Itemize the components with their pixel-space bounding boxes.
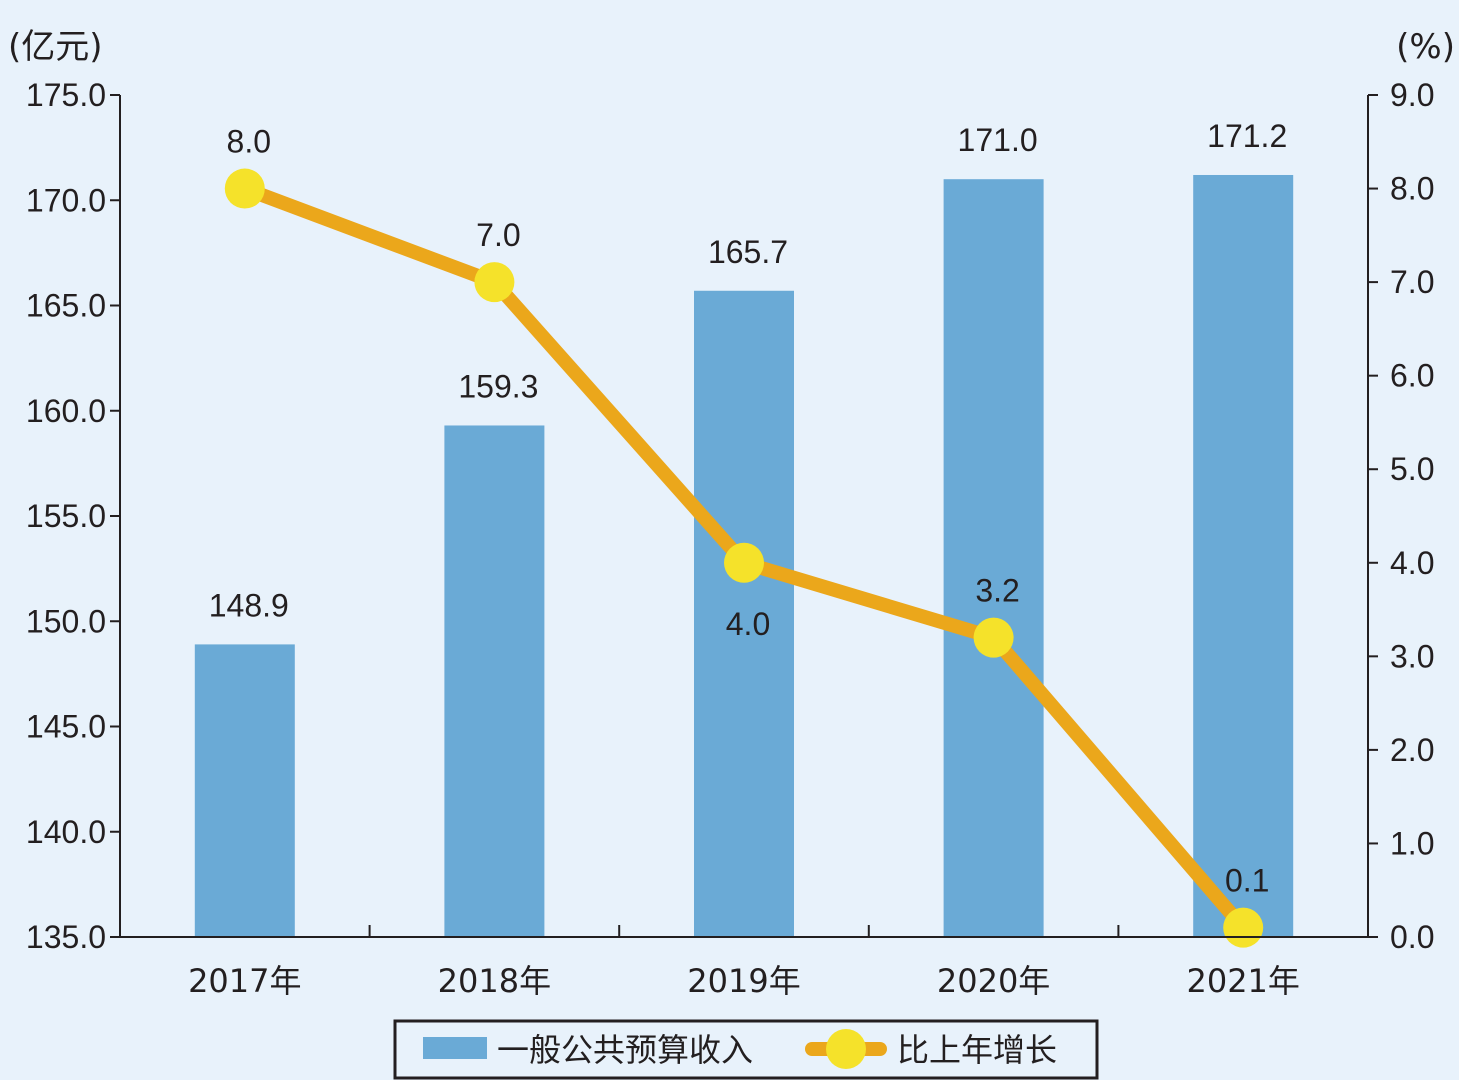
bar-value-label-3: 171.0 (958, 122, 1038, 158)
y-left-tick-label-1: 140.0 (26, 814, 106, 850)
y-right-unit-label: (%) (1396, 27, 1455, 67)
y-right-tick-label-0: 0.0 (1390, 919, 1434, 955)
growth-point-4 (1223, 907, 1264, 948)
y-left-tick-label-5: 160.0 (26, 393, 106, 429)
growth-value-label-1: 7.0 (476, 217, 520, 253)
x-tick-label-1: 2018年 (438, 962, 551, 1000)
y-right-tick-label-2: 2.0 (1390, 732, 1434, 768)
growth-value-label-4: 0.1 (1225, 863, 1269, 899)
bar-value-label-1: 159.3 (458, 368, 538, 404)
legend-swatch-bar (423, 1037, 487, 1059)
x-tick-label-0: 2017年 (188, 962, 301, 1000)
bar-value-label-0: 148.9 (209, 587, 289, 623)
growth-point-0 (224, 168, 265, 209)
growth-point-2 (724, 542, 764, 583)
bar-4 (1193, 174, 1294, 938)
labels-layer: 148.9 159.3 165.7 171.0 171.2 8.0 7.0 4.0 3.2 0.1 (209, 118, 1287, 899)
x-tick-label-3: 2020年 (937, 962, 1050, 1000)
legend-label-line: 比上年增长 (897, 1031, 1057, 1069)
bars-layer (194, 174, 1294, 938)
legend-swatch-marker (826, 1029, 866, 1069)
y-left-unit-label: (亿元) (8, 27, 103, 67)
y-right-tick-label-7: 7.0 (1390, 264, 1434, 300)
bar-2 (694, 290, 794, 937)
axes-layer: 135.0 140.0 145.0 150.0 155.0 160.0 165.0 170.0… (8, 27, 1455, 1000)
growth-value-label-0: 8.0 (227, 124, 271, 160)
growth-point-3 (973, 617, 1014, 658)
bar-1 (444, 425, 545, 937)
y-right-tick-label-3: 3.0 (1390, 638, 1434, 674)
growth-value-label-2: 4.0 (726, 606, 770, 642)
x-tick-label-4: 2021年 (1186, 962, 1299, 1000)
y-right-tick-label-5: 5.0 (1390, 451, 1434, 487)
line-layer (224, 168, 1264, 948)
y-right-tick-label-1: 1.0 (1390, 825, 1434, 861)
y-left-tick-label-2: 145.0 (26, 709, 106, 745)
bar-value-label-4: 171.2 (1207, 118, 1287, 154)
growth-value-label-3: 3.2 (975, 573, 1019, 609)
y-right-tick-label-4: 4.0 (1390, 545, 1434, 581)
y-left-tick-label-6: 165.0 (26, 288, 106, 324)
growth-point-1 (474, 262, 515, 303)
bar-value-label-2: 165.7 (708, 234, 788, 270)
legend-label-bar: 一般公共预算收入 (497, 1031, 753, 1069)
y-right-tick-label-9: 9.0 (1390, 77, 1434, 113)
y-right-tick-label-6: 6.0 (1390, 358, 1434, 394)
y-left-tick-label-8: 175.0 (26, 77, 106, 113)
bar-0 (194, 644, 295, 937)
y-left-tick-label-4: 155.0 (26, 498, 106, 534)
legend: 一般公共预算收入 比上年增长 (393, 1019, 1099, 1080)
y-left-tick-label-3: 150.0 (26, 603, 106, 639)
bar-3 (943, 179, 1044, 937)
legend-box (393, 1019, 1099, 1080)
x-tick-label-2: 2019年 (687, 962, 800, 1000)
y-right-tick-label-8: 8.0 (1390, 171, 1434, 207)
y-left-tick-label-7: 170.0 (26, 182, 106, 218)
y-left-tick-label-0: 135.0 (26, 919, 106, 955)
